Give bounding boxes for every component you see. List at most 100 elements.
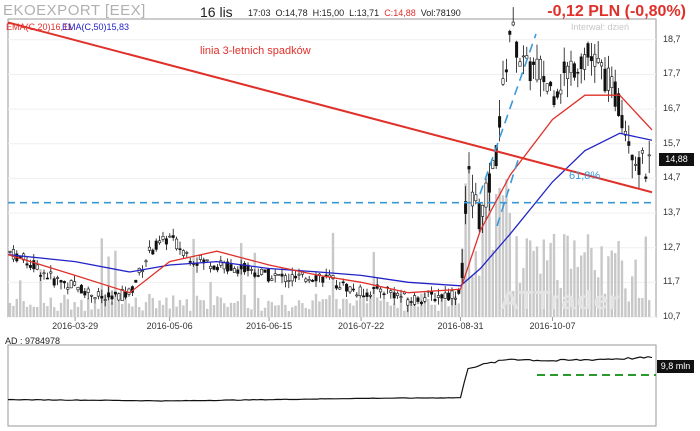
- candle-body: [321, 276, 325, 283]
- candle-body: [311, 279, 315, 282]
- candle-body: [345, 283, 349, 292]
- volume-bar: [161, 304, 165, 317]
- candle-body: [90, 294, 94, 297]
- candle-body: [273, 273, 277, 276]
- volume-bar: [209, 282, 212, 317]
- volume-bar: [297, 300, 301, 317]
- price-tick-label: 10,7: [663, 311, 681, 321]
- candle-body: [498, 116, 502, 128]
- volume-bar: [335, 299, 338, 317]
- volume-bar: [253, 252, 256, 317]
- candle-body: [389, 290, 393, 293]
- candle-body: [477, 202, 481, 230]
- candle-body: [260, 268, 264, 275]
- date-tick-label: 2016-10-07: [529, 321, 576, 331]
- watermark-logo: ATTrader: [500, 285, 621, 315]
- candle-body: [450, 290, 454, 299]
- volume-bar: [484, 217, 488, 317]
- volume-bar: [512, 291, 515, 317]
- volume-bar: [134, 297, 137, 317]
- volume-bar: [291, 307, 294, 317]
- volume-bar: [257, 297, 260, 317]
- volume-bar: [39, 269, 42, 317]
- volume-bar: [505, 179, 508, 317]
- candle-body: [569, 60, 573, 74]
- candle-body: [355, 294, 359, 297]
- volume-bar: [637, 297, 641, 317]
- ad-last-value-marker: 9,8 mln: [657, 360, 694, 373]
- volume-bar: [76, 306, 80, 317]
- candle-body: [338, 287, 342, 290]
- candle-body: [630, 154, 634, 161]
- volume-bar: [73, 302, 76, 317]
- candle-body: [79, 284, 83, 294]
- volume-bar: [263, 307, 267, 317]
- candle-body: [171, 235, 175, 238]
- volume-bar: [556, 280, 559, 317]
- candle-body: [416, 297, 420, 302]
- candle-body: [158, 240, 162, 244]
- volume-bar: [495, 193, 498, 317]
- volume-bar: [325, 299, 328, 317]
- candle-body: [280, 273, 284, 277]
- volume-bar: [617, 240, 620, 317]
- volume-bar: [195, 295, 199, 317]
- candle-body: [110, 295, 114, 300]
- volume-bar: [631, 276, 634, 317]
- volume-bar: [267, 300, 270, 317]
- candle-body: [419, 301, 423, 304]
- volume-bar: [342, 298, 345, 317]
- ema50-line: [7, 132, 653, 287]
- volume-bar: [365, 303, 369, 317]
- volume-bar: [185, 299, 188, 317]
- candle-body: [362, 295, 366, 298]
- volume-bar: [450, 295, 454, 317]
- volume-bar: [457, 303, 460, 317]
- volume-bar: [535, 246, 539, 317]
- price-tick-label: 15,7: [663, 137, 681, 148]
- volume-bar: [294, 305, 297, 317]
- quote-open: O:14,78: [275, 8, 308, 18]
- volume-bar: [620, 260, 624, 317]
- candle-body: [617, 93, 621, 116]
- volume-bar: [80, 299, 83, 317]
- volume-bar: [586, 234, 590, 317]
- candle-body: [358, 286, 362, 296]
- volume-bar: [192, 238, 195, 317]
- volume-bar: [172, 295, 175, 317]
- candle-body: [586, 43, 590, 58]
- candle-body: [297, 273, 301, 276]
- candle-body: [215, 266, 219, 271]
- candle-body: [8, 251, 12, 253]
- candle-body: [185, 252, 189, 254]
- price-tick-label: 13,7: [663, 207, 681, 218]
- candle-body: [433, 299, 437, 302]
- candle-body: [399, 296, 403, 298]
- candle-body: [637, 157, 641, 175]
- volume-bar: [63, 294, 66, 317]
- volume-bar: [440, 299, 443, 317]
- ema20-legend: EMA(C,20)16,11: [6, 22, 73, 32]
- volume-bar: [433, 304, 437, 317]
- volume-bar: [199, 299, 202, 317]
- volume-bar: [29, 304, 32, 317]
- candle-body: [600, 62, 604, 67]
- candle-body: [535, 58, 539, 81]
- candle-body: [117, 293, 121, 301]
- interval-label: Interwał: dzień: [571, 22, 630, 32]
- candle-body: [491, 159, 495, 169]
- volume-bar: [42, 302, 46, 317]
- ema20-line: [7, 94, 653, 294]
- quote-date: 16 lis: [200, 4, 233, 20]
- candle-body: [195, 263, 199, 266]
- candle-body: [28, 265, 32, 268]
- candlesticks: [8, 7, 651, 313]
- volume-bar: [100, 238, 103, 317]
- volume-bar: [471, 276, 474, 317]
- candle-body: [188, 261, 192, 263]
- candle-body: [334, 285, 338, 289]
- candle-body: [562, 61, 566, 74]
- candle-body: [39, 275, 43, 277]
- candle-body: [256, 275, 260, 277]
- volume-bar: [542, 239, 545, 317]
